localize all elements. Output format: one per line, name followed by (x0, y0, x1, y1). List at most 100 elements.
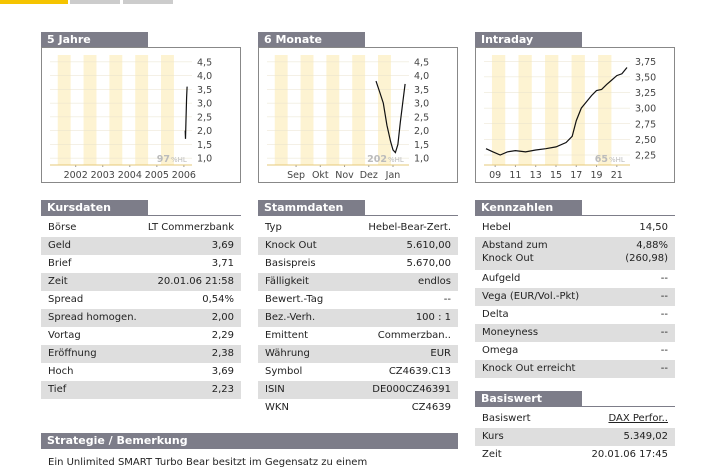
row-label: Moneyness (482, 327, 539, 338)
table: Basiswert DAX Perfor.. Kurs 5.349,02 Zeit 20.… (475, 410, 675, 464)
table-row: Moneyness -- (475, 324, 675, 342)
row-value: 14,50 (639, 222, 668, 233)
tab[interactable] (70, 0, 120, 4)
table-row: Omega -- (475, 342, 675, 360)
row-label: Eröffnung (48, 348, 97, 359)
row-label: Knock Out (265, 240, 317, 251)
table-row: Typ Hebel-Bear-Zert. (258, 219, 458, 237)
row-value: 5.610,00 (406, 240, 451, 251)
table-row: Basispreis 5.670,00 (258, 255, 458, 273)
hl-unit: %HL (388, 156, 404, 164)
row-value: DE000CZ46391 (372, 384, 451, 395)
row-value: 20.01.06 21:58 (157, 276, 234, 287)
body-text: Ein Unlimited SMART Turbo Bear besitzt i… (48, 457, 368, 468)
table-row: Spread homogen. 2,00 (41, 309, 241, 327)
section-header: 6 Monate (258, 32, 365, 48)
y-tick-label: 1,5 (414, 140, 429, 151)
table-row: Börse LT Commerzbank (41, 219, 241, 237)
header-rule (258, 215, 458, 216)
row-value[interactable]: DAX Perfor.. (608, 413, 668, 424)
row-label: Symbol (265, 366, 303, 377)
row-label: Hebel (482, 222, 511, 233)
price-line (485, 67, 628, 156)
row-label: Emittent (265, 330, 309, 341)
row-label: Abstand zum Knock Out (482, 240, 548, 264)
row-label: Bewert.-Tag (265, 294, 324, 305)
row-value: 3,71 (211, 258, 234, 269)
section-header: Kennzahlen (475, 200, 582, 216)
table-row: Emittent Commerzban.. (258, 327, 458, 345)
row-value: -- (660, 363, 668, 374)
x-tick-label: Jan (385, 170, 401, 181)
row-label: Bez.-Verh. (265, 312, 316, 323)
row-label: Omega (482, 345, 519, 356)
row-value: -- (660, 309, 668, 320)
section-header: 5 Jahre (41, 32, 148, 48)
row-label: Zeit (48, 276, 68, 287)
table-row: Aufgeld -- (475, 270, 675, 288)
chart-box: 1,0 1,5 2,0 2,5 3,0 3,5 4,0 4,5 2002 2003 2004 2005… (41, 47, 241, 183)
row-value: EUR (430, 348, 451, 359)
row-label: Delta (482, 309, 509, 320)
row-label: Vega (EUR/Vol.-Pkt) (482, 291, 580, 302)
row-label: Hoch (48, 366, 74, 377)
x-tick-label: Sep (287, 170, 305, 181)
band (518, 55, 532, 165)
x-tick-label: Nov (335, 170, 354, 181)
row-label: Kurs (482, 431, 504, 442)
x-tick-label: 21 (611, 170, 623, 181)
band (326, 55, 340, 165)
table-row: Hebel 14,50 (475, 219, 675, 237)
band (161, 55, 174, 165)
table-row: Bez.-Verh. 100 : 1 (258, 309, 458, 327)
table-row: Vortag 2,29 (41, 327, 241, 345)
table-row: Kurs 5.349,02 (475, 428, 675, 446)
row-label: ISIN (265, 384, 285, 395)
chart: 1,0 1,5 2,0 2,5 3,0 3,5 4,0 4,5 Sep Okt Nov Dez Jan 2… (267, 55, 429, 181)
row-value: 5.349,02 (623, 431, 668, 442)
band (57, 55, 71, 165)
row-label: Vortag (48, 330, 81, 341)
row-label: Spread homogen. (48, 312, 137, 323)
y-tick-label: 1,5 (197, 140, 212, 151)
table: Börse LT Commerzbank Geld 3,69 Brief 3,71 Zeit… (41, 219, 241, 399)
x-tick-label: Dez (360, 170, 378, 181)
y-tick-label: 2,5 (414, 112, 429, 123)
tab-active[interactable] (0, 0, 68, 4)
row-value: CZ4639.C13 (388, 366, 451, 377)
band (274, 55, 288, 165)
table-row: Knock Out erreicht -- (475, 360, 675, 378)
x-tick-label: 2005 (145, 170, 169, 181)
table-row: Währung EUR (258, 345, 458, 363)
row-value: 2,29 (211, 330, 234, 341)
x-tick-label: 2003 (91, 170, 115, 181)
row-label: Spread (48, 294, 84, 305)
row-value: 2,23 (211, 384, 234, 395)
band (352, 55, 366, 165)
chart-box: 1,0 1,5 2,0 2,5 3,0 3,5 4,0 4,5 Sep Okt Nov Dez Jan 2… (258, 47, 458, 183)
price-line (375, 80, 406, 154)
section-header: Kursdaten (41, 200, 148, 216)
x-tick-label: 09 (489, 170, 501, 181)
hl-value: 202 (367, 154, 387, 165)
y-tick-label: 4,0 (197, 71, 212, 82)
table-row: ISIN DE000CZ46391 (258, 381, 458, 399)
row-value: 0,54% (202, 294, 234, 305)
y-tick-label: 3,25 (635, 88, 656, 99)
row-label: WKN (265, 402, 289, 413)
row-value: -- (443, 294, 451, 305)
table-row: Fälligkeit endlos (258, 273, 458, 291)
row-label: Geld (48, 240, 72, 251)
row-value: 2,00 (211, 312, 234, 323)
row-value: -- (660, 273, 668, 284)
table-row: Delta -- (475, 306, 675, 324)
table-row: Geld 3,69 (41, 237, 241, 255)
table-row: Tief 2,23 (41, 381, 241, 399)
row-label: Basiswert (482, 413, 531, 424)
table-row: Vega (EUR/Vol.-Pkt) -- (475, 288, 675, 306)
x-tick-label: 13 (530, 170, 542, 181)
row-value: 3,69 (211, 366, 234, 377)
band (300, 55, 314, 165)
y-tick-label: 2,0 (197, 126, 212, 137)
tab[interactable] (123, 0, 173, 4)
